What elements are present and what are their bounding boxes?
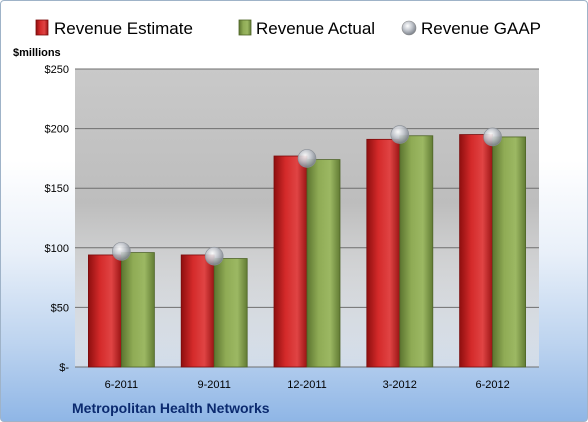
bar-revenue-actual bbox=[213, 258, 248, 368]
bar-revenue-estimate bbox=[273, 155, 308, 368]
bar-revenue-actual bbox=[492, 136, 527, 368]
legend-swatch-revenue-actual bbox=[238, 19, 252, 36]
x-axis-ticks: 6-2011 9-2011 12-2011 3-2012 6-2012 bbox=[105, 379, 510, 391]
y-axis-ticks: $- $50 $100 $150 $200 $250 bbox=[45, 64, 70, 374]
y-axis-unit-label: $millions bbox=[13, 47, 61, 59]
bar-revenue-actual bbox=[306, 159, 341, 368]
x-tick-label: 12-2011 bbox=[287, 379, 327, 391]
legend-label-revenue-estimate: Revenue Estimate bbox=[54, 19, 193, 38]
marker-revenue-gaap bbox=[390, 125, 410, 144]
marker-revenue-gaap bbox=[204, 246, 224, 266]
x-tick-label: 3-2012 bbox=[383, 379, 417, 391]
y-tick-label: $250 bbox=[45, 64, 69, 76]
gaap-markers bbox=[112, 125, 502, 266]
x-tick-label: 6-2012 bbox=[475, 379, 509, 391]
bar-revenue-estimate bbox=[366, 138, 401, 368]
y-tick-label: $100 bbox=[45, 243, 69, 255]
x-tick-label: 6-2011 bbox=[105, 379, 138, 391]
legend-marker-revenue-gaap bbox=[401, 20, 417, 36]
legend-label-revenue-actual: Revenue Actual bbox=[256, 19, 375, 38]
y-tick-label: $200 bbox=[45, 124, 69, 136]
legend-label-revenue-gaap: Revenue GAAP bbox=[421, 19, 541, 38]
bar-revenue-actual bbox=[121, 252, 155, 368]
company-name: Metropolitan Health Networks bbox=[72, 400, 270, 416]
marker-revenue-gaap bbox=[297, 149, 317, 168]
marker-revenue-gaap bbox=[112, 242, 131, 261]
legend-swatch-revenue-estimate bbox=[35, 19, 49, 36]
legend: Revenue Estimate Revenue Actual Revenue … bbox=[35, 19, 541, 38]
x-tick-label: 9-2011 bbox=[197, 379, 230, 391]
marker-revenue-gaap bbox=[483, 127, 502, 147]
bars bbox=[88, 134, 527, 368]
bar-revenue-estimate bbox=[88, 254, 122, 368]
y-tick-label: $150 bbox=[45, 183, 69, 195]
bar-revenue-estimate bbox=[180, 254, 215, 368]
bar-revenue-estimate bbox=[459, 134, 494, 368]
bar-revenue-actual bbox=[399, 135, 434, 368]
y-tick-label: $50 bbox=[51, 302, 69, 314]
y-tick-label: $- bbox=[59, 362, 69, 374]
